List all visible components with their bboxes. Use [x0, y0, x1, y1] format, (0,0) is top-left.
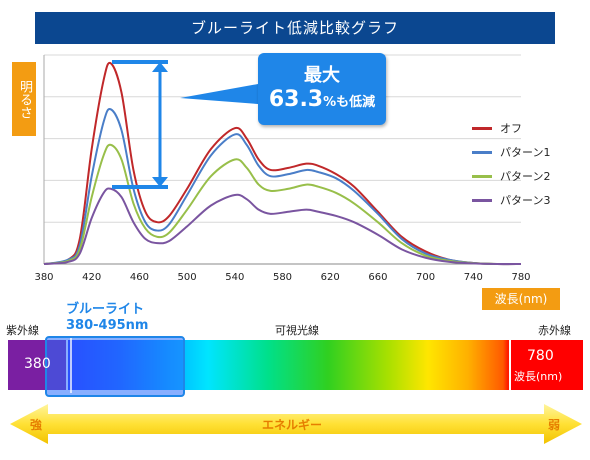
callout-suffix: も低減	[336, 95, 376, 110]
x-tick-label: 540	[225, 272, 244, 283]
bluelight-highlight	[45, 336, 185, 397]
reduction-indicator	[112, 60, 168, 189]
reduction-arrow-head-up	[152, 62, 168, 72]
uv-label: 紫外線	[6, 324, 39, 337]
x-tick-label: 500	[178, 272, 197, 283]
reduction-callout: 最大 63.3%も低減	[258, 53, 386, 125]
chart-legend: オフパターン1 パターン2 パターン3	[472, 116, 562, 212]
energy-strong-label: 強	[30, 418, 43, 432]
legend-swatch	[472, 150, 492, 154]
legend-swatch	[472, 174, 492, 178]
x-tick-label: 620	[321, 272, 340, 283]
x-tick-label: 420	[82, 272, 101, 283]
visible-label: 可視光線	[275, 324, 319, 337]
x-tick-label: 660	[368, 272, 387, 283]
bluelight-highlight-divider	[70, 338, 72, 393]
spectrum-end-unit: 波長(nm)	[514, 370, 563, 383]
bluelight-title: ブルーライト	[66, 302, 145, 317]
series-line-4	[43, 187, 522, 266]
x-tick-label: 780	[511, 272, 530, 283]
x-tick-label: 740	[464, 272, 483, 283]
x-tick-label: 700	[416, 272, 435, 283]
legend-item: パターン3	[472, 188, 562, 212]
energy-arrow-shape	[10, 404, 582, 444]
ir-band	[510, 340, 583, 390]
legend-item: パターン2	[472, 164, 562, 188]
callout-percent: 63.3	[268, 87, 324, 112]
series-lines	[43, 61, 522, 266]
chart-title: ブルーライト低減比較グラフ	[35, 12, 555, 44]
series-line-3	[43, 143, 522, 266]
legend-item: オフ	[472, 116, 562, 140]
reduction-arrow-head-down	[152, 177, 168, 187]
legend-label: オフ	[500, 122, 522, 135]
spectrum-start-value: 380	[24, 356, 51, 372]
legend-item: パターン1	[472, 140, 562, 164]
x-axis-unit: 波長(nm)	[482, 288, 560, 310]
ir-separator	[509, 340, 511, 390]
energy-weak-label: 弱	[548, 418, 561, 432]
energy-label: エネルギー	[262, 418, 323, 432]
legend-label: パターン1	[500, 146, 551, 159]
ir-label: 赤外線	[538, 324, 571, 337]
legend-swatch	[472, 198, 492, 202]
legend-label: パターン3	[500, 194, 551, 207]
series-line-1	[43, 61, 522, 266]
callout-pointer	[180, 84, 258, 104]
legend-label: パターン2	[500, 170, 551, 183]
legend-swatch	[472, 126, 492, 130]
callout-line2: 63.3%も低減	[258, 87, 386, 116]
bluelight-range: 380-495nm	[66, 318, 149, 333]
callout-percent-sign: %	[323, 95, 337, 110]
x-tick-label: 460	[130, 272, 149, 283]
x-axis: 380 420 460 500 540 580 620 660 700 740 780	[34, 272, 530, 283]
series-line-2	[43, 108, 522, 266]
bluelight-label: ブルーライト 380-495nm	[66, 302, 148, 334]
spectrum-end-value: 780	[527, 348, 554, 364]
callout-line1: 最大	[304, 65, 340, 86]
x-tick-label: 380	[34, 272, 53, 283]
y-axis-label: 明るさ	[12, 62, 36, 136]
x-tick-label: 580	[273, 272, 292, 283]
